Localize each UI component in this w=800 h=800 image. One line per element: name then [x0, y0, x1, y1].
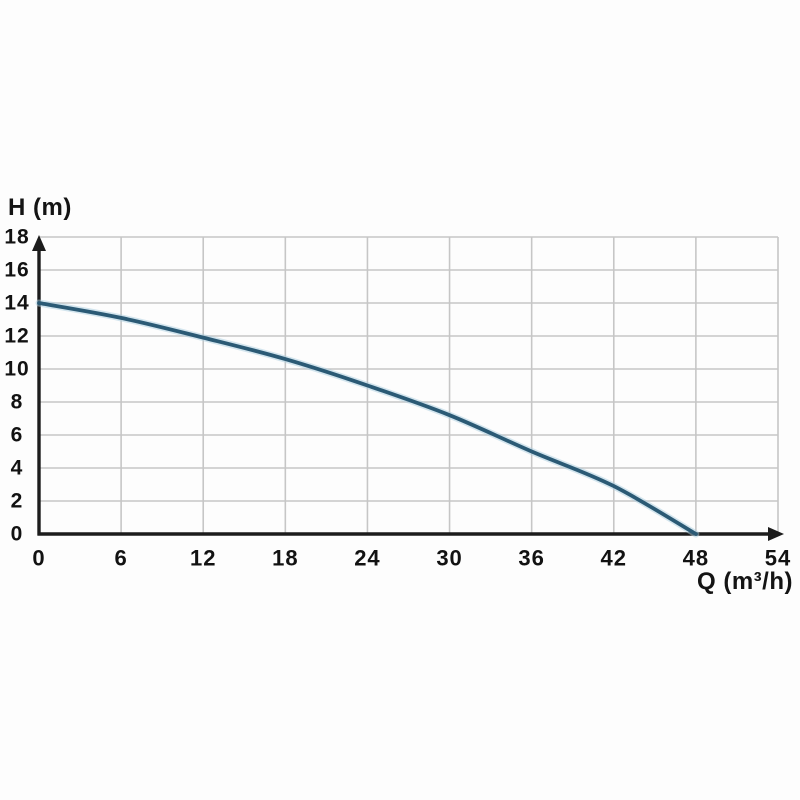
x-tick-label: 54 — [765, 546, 791, 571]
x-tick-label: 6 — [114, 546, 127, 571]
pump-curve — [37, 301, 698, 536]
x-axis-title: Q (m³/h) — [697, 568, 793, 595]
x-tick-label: 18 — [272, 546, 298, 571]
y-tick-label: 8 — [11, 391, 24, 414]
y-tick-label: 6 — [11, 424, 24, 447]
y-tick-label: 2 — [11, 490, 24, 513]
y-tick-label: 4 — [11, 457, 24, 480]
y-tick-label: 0 — [11, 523, 24, 546]
y-axis-title: H (m) — [8, 194, 72, 221]
x-tick-label: 24 — [354, 546, 380, 571]
y-tick-label: 16 — [4, 259, 29, 282]
x-tick-label: 0 — [32, 546, 45, 571]
x-tick-label: 36 — [518, 546, 544, 571]
y-tick-label: 18 — [4, 226, 29, 249]
y-tick-label: 14 — [4, 292, 29, 315]
y-tick-label: 12 — [4, 325, 29, 348]
y-axis-arrow — [32, 235, 46, 251]
x-tick-label: 12 — [190, 546, 216, 571]
x-tick-label: 42 — [601, 546, 627, 571]
x-tick-label: 30 — [436, 546, 462, 571]
x-tick-label: 48 — [683, 546, 709, 571]
y-tick-label: 10 — [4, 358, 29, 381]
x-axis-arrow — [768, 527, 784, 541]
